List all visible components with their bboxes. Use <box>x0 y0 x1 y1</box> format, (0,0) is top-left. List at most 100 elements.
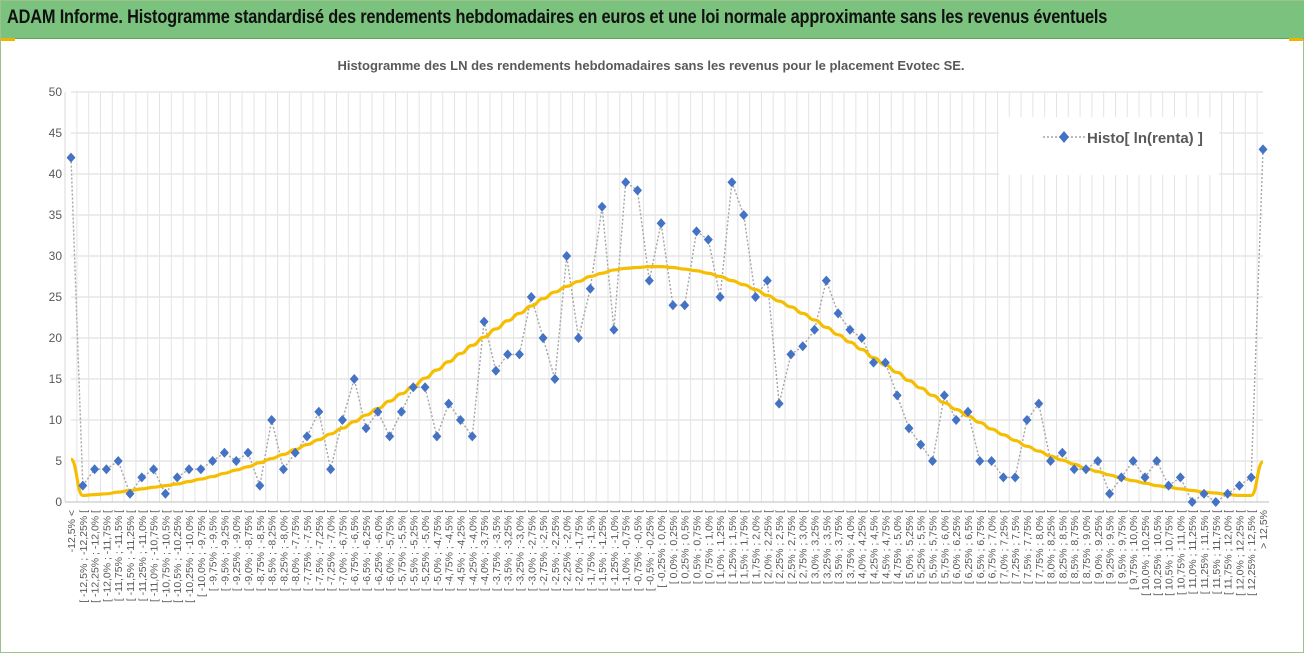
histogram-point <box>184 464 194 475</box>
legend-marker-diamond <box>1059 131 1069 143</box>
histogram-point <box>1187 497 1197 507</box>
histogram-point <box>396 406 406 417</box>
x-tick-label: [ -7,75% ; -7,5% [ <box>302 510 314 591</box>
histogram-point <box>928 456 938 466</box>
histogram-point <box>326 464 336 475</box>
x-tick-label: [ -11,25% ; -11,0% [ <box>137 510 149 601</box>
x-tick-label: [ -0,75% ; -0,5% [ <box>632 510 644 591</box>
x-tick-label: [ 5,5% ; 5,75% [ <box>928 510 940 584</box>
histogram-point <box>609 324 619 335</box>
histogram-point <box>444 398 454 409</box>
y-tick-label: 35 <box>49 208 63 222</box>
histogram-point <box>160 488 170 499</box>
histogram-point <box>727 177 737 188</box>
histogram-point <box>479 316 489 327</box>
histogram-point <box>420 382 430 393</box>
x-tick-label: [ 2,25% ; 2,5% [ <box>774 510 786 584</box>
histogram-point <box>337 415 347 425</box>
histogram-point <box>243 447 253 458</box>
x-tick-label: [ -8,0% ; -7,75% [ <box>290 510 302 591</box>
x-tick-label: [ 4,0% ; 4,25% [ <box>857 510 869 584</box>
y-tick-label: 40 <box>49 167 63 181</box>
histogram-point <box>1081 464 1091 475</box>
x-tick-label: [ 6,5% ; 6,75% [ <box>975 510 987 584</box>
x-tick-label: [ 1,75% ; 2,0% [ <box>751 510 763 584</box>
x-tick-label: [ 1,25% ; 1,5% [ <box>727 510 739 584</box>
histogram-point <box>385 431 395 442</box>
y-tick-label: 5 <box>55 454 62 468</box>
x-tick-label: [ -12,5% ; -12,25% [ <box>78 510 90 603</box>
histogram-point <box>692 226 702 237</box>
x-tick-label: [ -1,25% ; -1,0% [ <box>609 510 621 591</box>
histogram-point <box>255 480 265 491</box>
x-tick-label: [ -4,75% ; -4,5% [ <box>444 510 456 591</box>
histogram-point <box>432 431 442 442</box>
x-tick-label: [ -1,75% ; -1,5% [ <box>585 510 597 591</box>
histogram-point <box>137 472 147 483</box>
y-tick-label: 30 <box>49 249 63 263</box>
x-axis: -12,5% <[ -12,5% ; -12,25% [[ -12,25% ; … <box>64 92 1270 603</box>
histogram-point <box>644 275 654 286</box>
histogram-point <box>219 447 229 458</box>
histogram-point <box>66 152 76 163</box>
histogram-point <box>101 464 111 475</box>
x-tick-label: [ 9,0% ; 9,25% [ <box>1093 510 1105 584</box>
histogram-point <box>1057 447 1067 458</box>
x-tick-label: [ 7,5% ; 7,75% [ <box>1022 510 1034 584</box>
x-tick-label: [ -8,75% ; -8,5% [ <box>255 510 267 591</box>
y-tick-label: 10 <box>49 413 63 427</box>
histogram-point <box>1258 144 1268 155</box>
histogram-point <box>916 439 926 450</box>
histogram-point <box>361 423 371 434</box>
histogram-point <box>668 300 678 311</box>
x-tick-label: [ -7,5% ; -7,25% [ <box>314 510 326 591</box>
x-tick-label: [ -1,5% ; -1,25% [ <box>597 510 609 591</box>
x-tick-label: [ 11,0% ; 11,25% [ <box>1187 510 1199 594</box>
histogram-point <box>739 210 749 220</box>
x-tick-label: [ -4,0% ; -3,75% [ <box>479 510 491 591</box>
corner-accent-right <box>1289 38 1303 41</box>
x-tick-label: [ 11,75% ; 12,0% [ <box>1223 510 1235 595</box>
histogram-point <box>857 333 867 343</box>
histogram-point <box>1128 456 1138 466</box>
x-tick-label: -12,5% < <box>66 510 78 552</box>
histogram-point <box>585 283 595 294</box>
x-tick-label: [ -0,5% ; -0,25% [ <box>644 510 656 591</box>
histogram-point <box>880 357 890 368</box>
page-title: ADAM Informe. Histogramme standardisé de… <box>7 7 1108 28</box>
histogram-dotted-line <box>70 149 1264 504</box>
histogram-point <box>1223 488 1233 499</box>
x-tick-label: [ -1,0% ; -0,75% [ <box>621 510 633 591</box>
histogram-point <box>656 218 666 229</box>
x-tick-label: [ 10,0% ; 10,25% [ <box>1140 510 1152 596</box>
x-tick-label: [ -3,75% ; -3,5% [ <box>491 510 503 591</box>
histogram-point <box>715 292 725 302</box>
x-tick-label: [ 12,25% ; 12,5% [ <box>1246 510 1258 596</box>
histogram-point <box>455 415 465 425</box>
x-tick-label: [ 4,25% ; 4,5% [ <box>869 510 881 584</box>
histogram-point <box>951 415 961 425</box>
x-tick-label: [ -5,5% ; -5,25% [ <box>408 510 420 591</box>
x-tick-label: [ 9,75% ; 10,0% [ <box>1128 510 1140 590</box>
x-tick-label: [ 3,75% ; 4,0% [ <box>845 510 857 584</box>
x-tick-label: [ -6,0% ; -5,75% [ <box>385 510 397 591</box>
x-tick-label: [ -5,25% ; -5,0% [ <box>420 510 432 591</box>
x-tick-label: [ 8,75% ; 9,0% [ <box>1081 510 1093 584</box>
y-axis-ticks: 0 5 10 15 20 25 30 35 40 45 50 <box>49 85 63 509</box>
histogram-point <box>798 341 808 352</box>
histogram-point <box>467 431 477 442</box>
y-tick-label: 45 <box>49 126 63 140</box>
x-tick-label: [ 9,25% ; 9,5% [ <box>1105 510 1117 584</box>
x-tick-label: [ -4,25% ; -4,0% [ <box>467 510 479 591</box>
x-tick-label: [ 6,75% ; 7,0% [ <box>987 510 999 584</box>
histogram-point <box>196 464 206 475</box>
y-tick-label: 25 <box>49 290 63 304</box>
x-tick-label: [ -2,0% ; -1,75% [ <box>573 510 585 591</box>
x-tick-label: [ 1,0% ; 1,25% [ <box>715 510 727 584</box>
histogram-point <box>998 472 1008 483</box>
histogram-point <box>290 447 300 458</box>
histogram-point <box>1246 472 1256 483</box>
x-tick-label: [ 4,75% ; 5,0% [ <box>892 510 904 584</box>
x-tick-label: [ 2,5% ; 2,75% [ <box>786 510 798 584</box>
